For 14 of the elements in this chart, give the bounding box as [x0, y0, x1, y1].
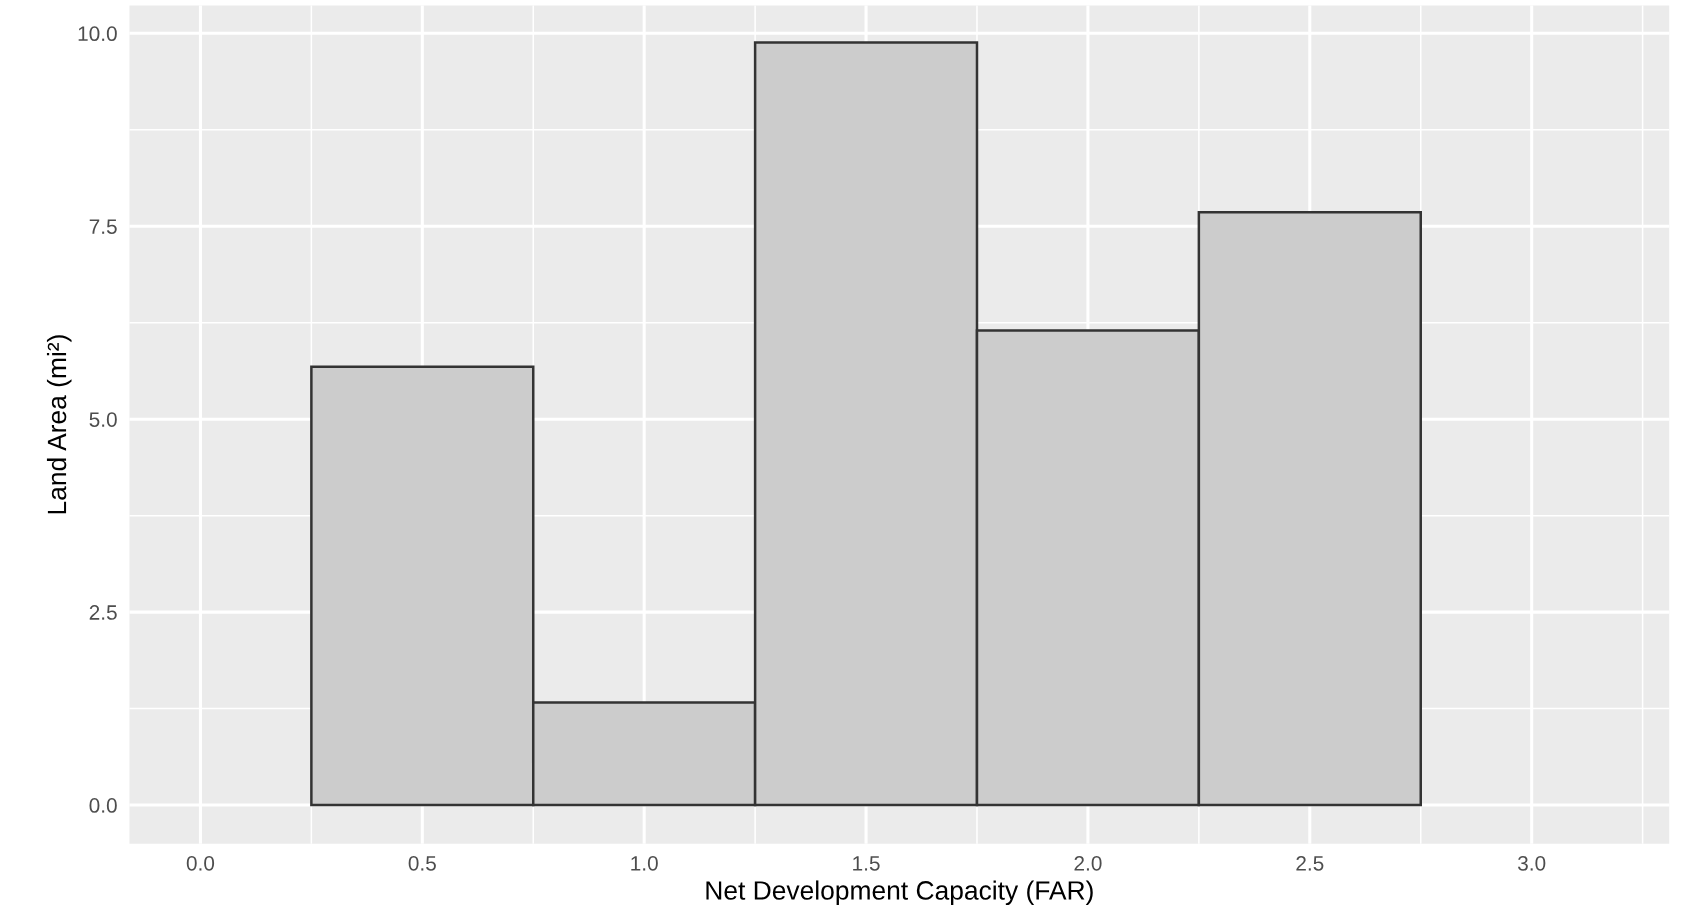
y-tick-label: 5.0 [89, 412, 117, 427]
y-tick-label: 7.5 [89, 219, 117, 234]
y-tick-label: 10.0 [78, 26, 117, 42]
y-tick-label: 2.5 [89, 605, 117, 620]
x-tick-label: 1.5 [853, 856, 880, 871]
x-tick-label: 0.0 [186, 855, 215, 871]
x-axis-title: Net Development Capacity (FAR) [706, 880, 1093, 906]
x-tick-label: 2.5 [1296, 855, 1324, 871]
x-tick-label: 2.0 [1074, 855, 1102, 871]
x-tick-label: 3.0 [1517, 855, 1546, 871]
y-axis-title: Land Area (mi²) [46, 335, 72, 514]
x-tick-label: 1.0 [631, 855, 658, 871]
x-tick-label: 0.5 [408, 855, 436, 871]
y-tick-label: 0.0 [89, 798, 117, 813]
